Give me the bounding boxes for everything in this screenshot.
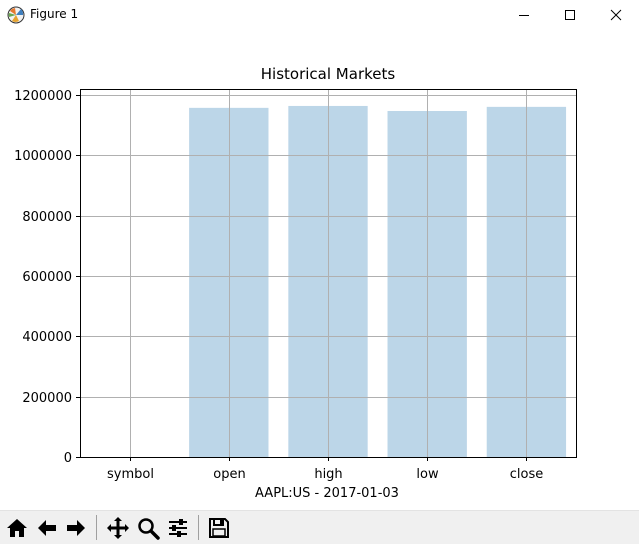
bar-open xyxy=(189,107,269,457)
y-tick-label: 400000 xyxy=(22,330,72,345)
title-bar: Figure 1 xyxy=(0,0,639,30)
configure-subplots-icon xyxy=(169,519,187,537)
home-icon xyxy=(7,519,27,537)
x-axis-label: AAPL:US - 2017-01-03 xyxy=(255,486,399,501)
home-button[interactable] xyxy=(3,514,31,542)
figure-canvas[interactable]: Historical Markets 0 200000 400000 600000 80… xyxy=(0,30,639,510)
toolbar-separator xyxy=(198,515,199,540)
window-title: Figure 1 xyxy=(30,7,79,21)
forward-icon xyxy=(67,520,85,536)
back-icon xyxy=(38,520,56,536)
x-tick-label: high xyxy=(314,467,342,482)
y-axis-ticks: 0 200000 400000 600000 800000 1000000 1200000 xyxy=(14,89,80,466)
pan-icon xyxy=(107,517,129,539)
bars xyxy=(189,105,567,458)
matplotlib-icon xyxy=(7,6,25,24)
bar-chart: Historical Markets 0 200000 400000 600000 80… xyxy=(14,65,577,501)
navigation-toolbar xyxy=(0,510,639,544)
grid-lines xyxy=(80,89,576,458)
maximize-button[interactable] xyxy=(547,0,593,30)
x-tick-label: low xyxy=(416,467,439,482)
configure-subplots-button[interactable] xyxy=(164,514,192,542)
back-button[interactable] xyxy=(33,514,61,542)
minimize-icon xyxy=(519,15,529,16)
y-tick-label: 0 xyxy=(64,451,72,466)
forward-button[interactable] xyxy=(62,514,90,542)
close-icon xyxy=(610,9,622,21)
x-tick-label: close xyxy=(510,467,543,482)
toolbar-separator xyxy=(96,515,97,540)
y-tick-label: 800000 xyxy=(22,210,72,225)
y-tick-label: 600000 xyxy=(22,270,72,285)
y-tick-label: 1200000 xyxy=(14,89,72,104)
zoom-button[interactable] xyxy=(134,514,162,542)
pan-button[interactable] xyxy=(104,514,132,542)
chart-title: Historical Markets xyxy=(261,65,396,83)
minimize-button[interactable] xyxy=(501,0,547,30)
x-tick-label: symbol xyxy=(107,467,154,482)
zoom-icon xyxy=(138,518,160,540)
y-tick-label: 200000 xyxy=(22,391,72,406)
save-icon xyxy=(209,518,229,538)
x-tick-label: open xyxy=(213,467,245,482)
save-button[interactable] xyxy=(205,514,233,542)
maximize-icon xyxy=(565,10,575,20)
close-button[interactable] xyxy=(593,0,639,30)
x-axis-ticks: symbol open high low close xyxy=(107,457,543,482)
y-tick-label: 1000000 xyxy=(14,149,72,164)
